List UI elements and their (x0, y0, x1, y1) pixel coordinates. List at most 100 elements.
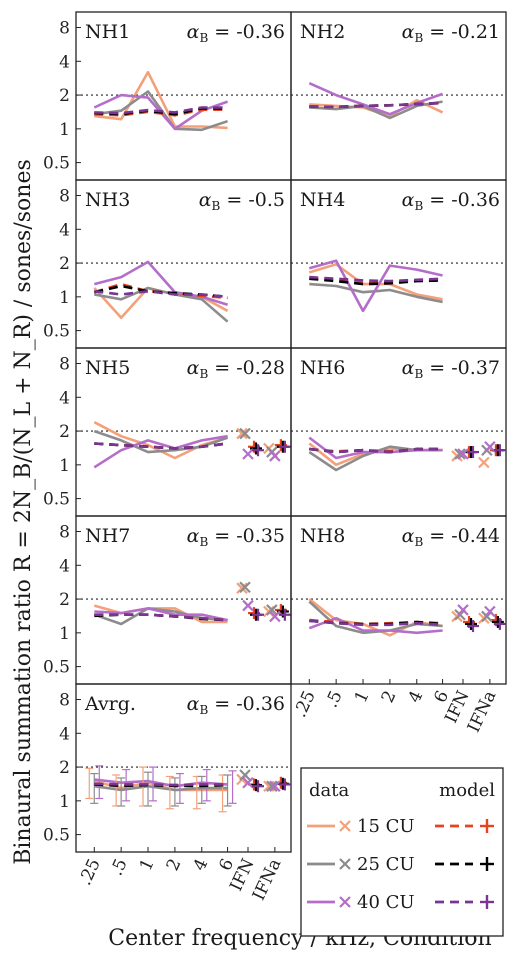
alpha-symbol: α (187, 693, 200, 715)
x-stroke (266, 780, 278, 792)
alpha-value: = -0.36 (423, 189, 500, 211)
x-stroke (457, 604, 469, 616)
x-stroke (484, 605, 496, 618)
y-tick-label: 1 (59, 288, 70, 308)
model-line-40cu (309, 275, 443, 283)
legend-label: 40 CU (357, 892, 415, 913)
data-line-40cu (93, 260, 228, 307)
ifn-data-marker-25cu (239, 427, 251, 440)
ifn-model-marker-40cu (493, 444, 506, 457)
y-tick-label: 1 (59, 120, 70, 140)
ifn-data-marker-40cu (269, 450, 281, 462)
alpha-subscript: B (199, 535, 208, 549)
panel-nh5: 0.5 1 2 4 8 NH5 αB = -0.28 (43, 347, 292, 517)
data-line-40cu (308, 82, 444, 116)
model-line-40cu (309, 101, 443, 109)
y-tick-label: 8 (59, 691, 70, 711)
data-line-25cu (93, 429, 229, 454)
x-tick-label: 1 (351, 688, 374, 706)
panel-alpha: αB = -0.5 (199, 189, 285, 213)
legend-data-header: data (309, 780, 349, 801)
alpha-symbol: α (199, 189, 212, 211)
panel-name: NH8 (300, 525, 345, 547)
ifn-data-marker-40cu (242, 599, 254, 612)
x-stroke (266, 604, 278, 616)
model-line-40cu (94, 442, 228, 450)
x-stroke (242, 599, 254, 612)
x-stroke (484, 440, 496, 453)
legend-x-marker (339, 858, 351, 870)
ifn-data-marker-15cu (236, 427, 248, 440)
legend-label: 15 CU (357, 816, 415, 837)
alpha-value: = -0.28 (208, 357, 285, 379)
panel-name: NH1 (85, 21, 130, 43)
x-stroke (239, 581, 251, 594)
panel-nh3: 0.5 1 2 4 8 NH3 αB = -0.5 (43, 179, 292, 349)
x-stroke (269, 610, 281, 623)
legend-model-header: model (439, 780, 495, 801)
x-tick-label: 4 (190, 856, 213, 874)
alpha-value: = -0.21 (423, 21, 500, 43)
ifn-model-marker-40cu (252, 608, 264, 621)
panel-nh7: 0.5 1 2 4 8 NH7 αB = -0.35 (43, 515, 292, 685)
panel-alpha: αB = -0.28 (187, 357, 285, 381)
panel-alpha: αB = -0.36 (187, 21, 285, 45)
model-line-40cu (309, 619, 443, 627)
model-line-15cu (93, 282, 228, 300)
legend-entry: 15 CU (307, 816, 494, 837)
x-stroke (269, 780, 281, 792)
panel-nh2: NH2 αB = -0.21 (290, 11, 507, 181)
x-tick-label: .25 (75, 856, 105, 889)
alpha-symbol: α (187, 357, 200, 379)
ifn-data-marker-40cu (484, 440, 496, 453)
ifn-model-marker-25cu (250, 442, 262, 455)
y-tick-label: 2 (59, 254, 70, 274)
panel-alpha: αB = -0.36 (187, 693, 285, 717)
ifn-model-marker-40cu (467, 446, 479, 459)
y-tick-label: 4 (59, 52, 70, 72)
x-stroke (269, 450, 281, 462)
alpha-value: = -0.44 (423, 525, 500, 547)
alpha-symbol: α (402, 525, 415, 547)
ifn-model-marker-40cu (252, 780, 264, 793)
alpha-subscript: B (414, 535, 423, 549)
data-line-40cu (308, 259, 443, 313)
y-tick-label: 2 (59, 758, 70, 778)
y-axis-label: Binaural summation ratio R = 2N_B/(N_L +… (11, 159, 36, 865)
x-tick-label: 2 (378, 688, 401, 706)
data-line-40cu (308, 436, 443, 460)
y-tick-label: 2 (59, 86, 70, 106)
panel-name: NH4 (300, 189, 345, 211)
panel-alpha: αB = -0.37 (402, 357, 500, 381)
alpha-value: = -0.36 (208, 693, 285, 715)
legend-x-marker (339, 896, 351, 908)
panel-name: NH3 (85, 189, 130, 211)
ifn-model-marker-25cu (465, 617, 477, 630)
ifn-model-marker-40cu (493, 617, 506, 630)
ifn-data-marker-25cu (266, 604, 278, 616)
panel-alpha: αB = -0.36 (402, 189, 500, 213)
x-tick-label: .5 (107, 856, 132, 879)
x-tick-label: 1 (136, 856, 159, 874)
data-line-40cu (94, 607, 228, 622)
y-tick-label: 1 (59, 624, 70, 644)
ifn-model-marker-40cu (278, 608, 291, 621)
y-tick-label: 8 (59, 523, 70, 543)
model-line-40cu (309, 447, 443, 454)
data-line-40cu (93, 434, 228, 469)
ifn-data-marker-15cu (236, 582, 248, 594)
alpha-symbol: α (187, 21, 200, 43)
alpha-symbol: α (187, 525, 200, 547)
model-line-40cu (94, 613, 228, 622)
model-line-25cu (309, 277, 443, 286)
alpha-symbol: α (402, 189, 415, 211)
y-tick-label: 8 (59, 19, 70, 39)
x-stroke (236, 582, 248, 594)
model-line-40cu (94, 782, 228, 787)
panel-nh6: NH6 αB = -0.37 (290, 347, 507, 517)
alpha-subscript: B (199, 31, 208, 45)
alpha-subscript: B (199, 703, 208, 717)
x-stroke (236, 427, 248, 440)
ifn-model-marker-25cu (491, 615, 504, 628)
